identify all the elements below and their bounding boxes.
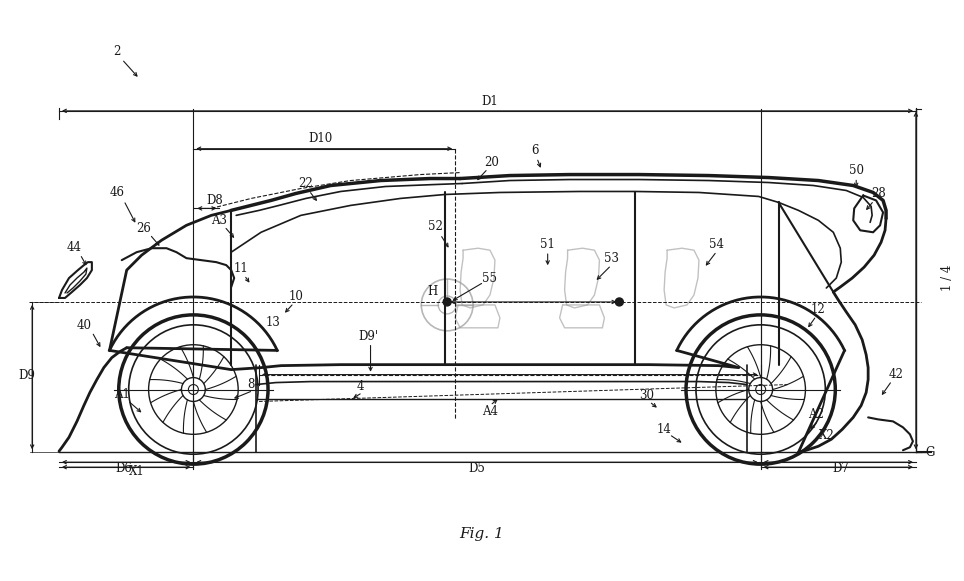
Text: 11: 11 bbox=[234, 261, 249, 275]
Text: X1: X1 bbox=[129, 465, 145, 478]
Text: 2: 2 bbox=[113, 45, 120, 58]
Circle shape bbox=[615, 298, 624, 306]
Text: A1: A1 bbox=[114, 388, 130, 401]
Text: 50: 50 bbox=[848, 164, 864, 177]
Text: 4: 4 bbox=[357, 380, 364, 393]
Text: 22: 22 bbox=[299, 177, 313, 190]
Text: A2: A2 bbox=[809, 408, 824, 421]
Text: D8: D8 bbox=[206, 194, 223, 207]
Text: 13: 13 bbox=[265, 316, 281, 329]
Text: A4: A4 bbox=[482, 405, 498, 418]
Text: 44: 44 bbox=[67, 241, 82, 254]
Text: 6: 6 bbox=[531, 144, 539, 157]
Text: 14: 14 bbox=[656, 423, 672, 436]
Text: D9: D9 bbox=[18, 369, 36, 382]
Text: H: H bbox=[427, 285, 438, 299]
Text: 52: 52 bbox=[428, 220, 442, 233]
Text: 12: 12 bbox=[811, 303, 826, 317]
Text: 10: 10 bbox=[288, 290, 304, 303]
Text: D1: D1 bbox=[482, 95, 498, 108]
Text: D10: D10 bbox=[308, 132, 333, 145]
Text: 46: 46 bbox=[109, 186, 124, 199]
Text: 40: 40 bbox=[76, 320, 92, 332]
Text: D5: D5 bbox=[469, 462, 486, 475]
Text: G: G bbox=[925, 446, 934, 459]
Text: D7: D7 bbox=[833, 462, 849, 475]
Text: 53: 53 bbox=[603, 252, 619, 265]
Text: 20: 20 bbox=[485, 156, 499, 169]
Text: Fig. 1: Fig. 1 bbox=[460, 527, 504, 541]
Text: 30: 30 bbox=[639, 389, 654, 402]
Circle shape bbox=[443, 298, 451, 306]
Text: 8: 8 bbox=[248, 378, 254, 391]
Text: 28: 28 bbox=[870, 187, 886, 200]
Text: D6: D6 bbox=[116, 462, 132, 475]
Text: 55: 55 bbox=[482, 271, 497, 285]
Text: 54: 54 bbox=[710, 238, 724, 251]
Text: 26: 26 bbox=[136, 222, 151, 235]
Text: 42: 42 bbox=[889, 368, 903, 381]
Text: X2: X2 bbox=[818, 429, 834, 442]
Text: D9': D9' bbox=[359, 330, 379, 343]
Text: 51: 51 bbox=[540, 238, 555, 251]
Text: 1 / 4: 1 / 4 bbox=[941, 265, 954, 291]
Text: A3: A3 bbox=[211, 214, 228, 227]
